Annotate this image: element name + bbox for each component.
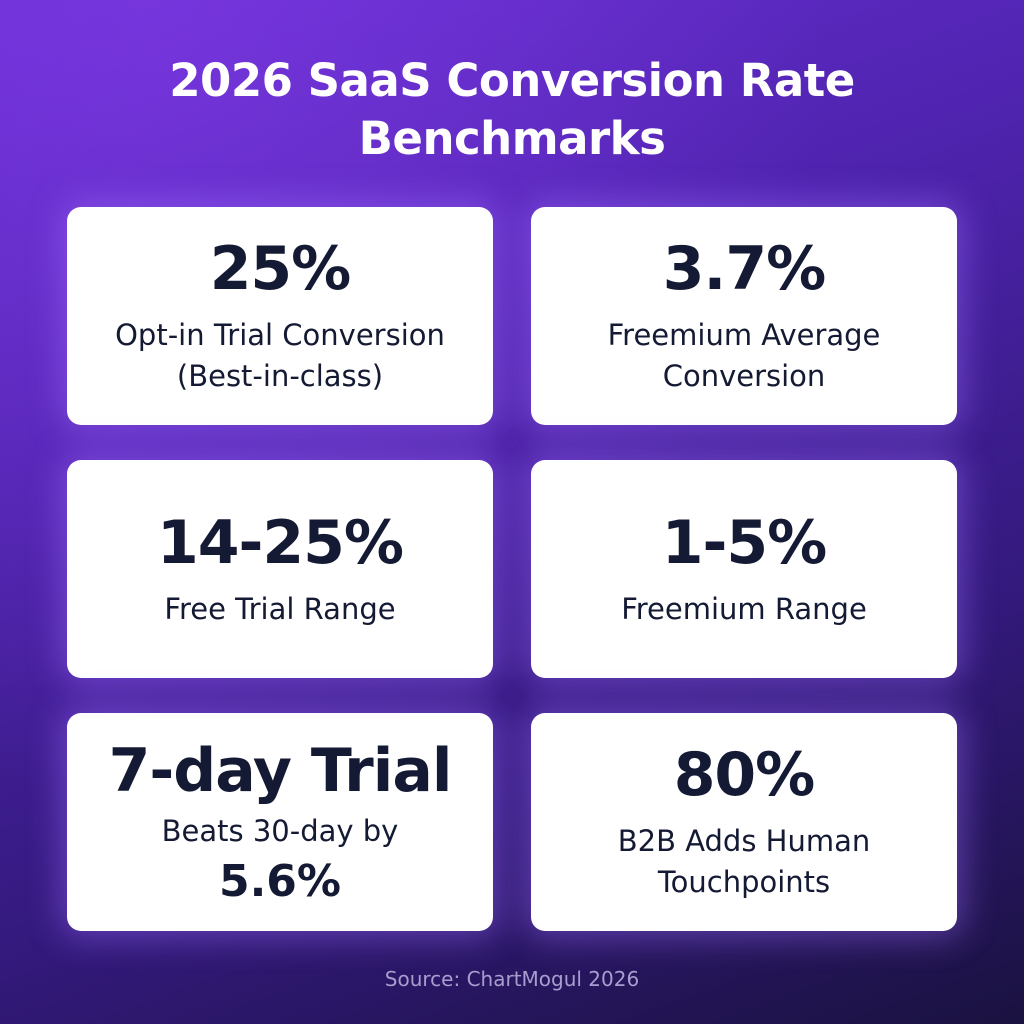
stat-value: 7-day Trial xyxy=(108,735,453,806)
stat-card-opt-in-trial: 25% Opt-in Trial Conversion (Best-in-cla… xyxy=(67,207,493,425)
stat-card-freemium-average: 3.7% Freemium Average Conversion xyxy=(531,207,957,425)
stat-value: 80% xyxy=(673,740,816,810)
stat-label-line-1: Opt-in Trial Conversion xyxy=(115,318,445,352)
stat-label-line-2: Touchpoints xyxy=(657,865,831,899)
source-caption: Source: ChartMogul 2026 xyxy=(384,967,640,991)
stat-label-line-2: (Best-in-class) xyxy=(176,359,384,393)
stat-label: B2B Adds Human Touchpoints xyxy=(618,821,871,903)
stat-label-line-1: Freemium Average xyxy=(607,318,881,352)
stat-card-b2b-human-touchpoints: 80% B2B Adds Human Touchpoints xyxy=(531,713,957,931)
stat-value: 25% xyxy=(209,234,352,304)
stat-value: 14-25% xyxy=(156,507,404,578)
stat-label-line-1: Free Trial Range xyxy=(164,591,396,626)
stat-label: Beats 30-day by 5.6% xyxy=(162,811,399,908)
stat-label: Free Trial Range xyxy=(164,589,395,630)
stat-label: Opt-in Trial Conversion (Best-in-class) xyxy=(115,315,445,397)
page-title: 2026 SaaS Conversion Rate Benchmarks xyxy=(0,52,1024,168)
stat-card-7-day-trial: 7-day Trial Beats 30-day by 5.6% xyxy=(67,713,493,931)
page-title-line-1: 2026 SaaS Conversion Rate xyxy=(169,54,855,107)
stat-value: 3.7% xyxy=(662,234,826,304)
stat-value: 1-5% xyxy=(661,507,828,578)
stat-label-emphasis: 5.6% xyxy=(218,855,341,907)
stat-card-free-trial-range: 14-25% Free Trial Range xyxy=(67,460,493,678)
stat-label-line-2: Conversion xyxy=(662,359,826,393)
stat-label-line-1: Freemium Range xyxy=(621,591,867,626)
stat-label-line-1: Beats 30-day by xyxy=(161,813,399,848)
stat-label: Freemium Average Conversion xyxy=(608,315,881,397)
stat-card-freemium-range: 1-5% Freemium Range xyxy=(531,460,957,678)
page-title-line-2: Benchmarks xyxy=(358,112,666,165)
stat-label-line-1: B2B Adds Human xyxy=(617,824,871,858)
stat-label: Freemium Range xyxy=(621,589,867,630)
